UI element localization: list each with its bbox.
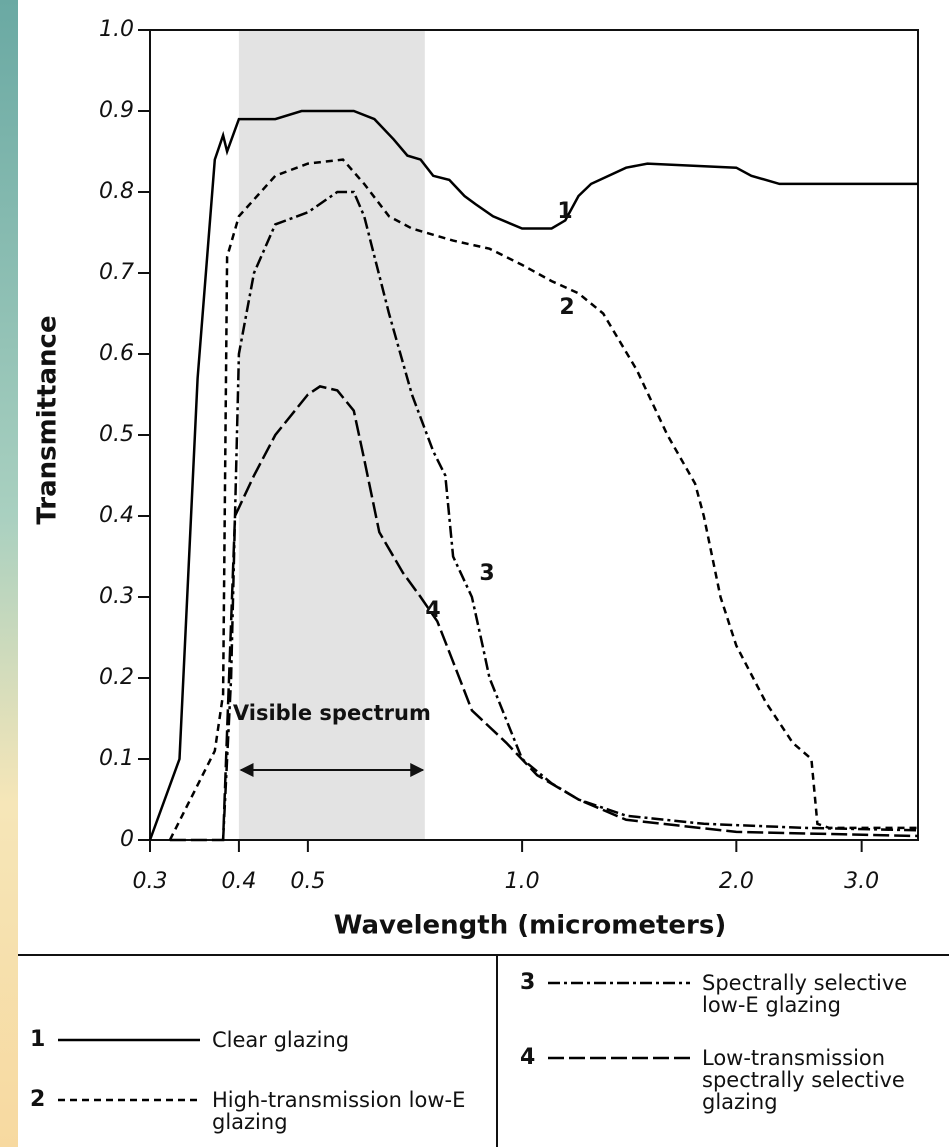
x-tick-label: 0.5: [290, 869, 325, 894]
x-tick-label: 1.0: [505, 869, 540, 894]
legend-label: Clear glazing: [212, 1028, 350, 1052]
y-tick-label: 0.5: [99, 422, 134, 447]
x-tick-label: 0.4: [221, 869, 256, 894]
legend-label: High-transmission low-E glazing: [212, 1088, 466, 1134]
y-tick-label: 0.1: [99, 746, 134, 771]
curve-label: 2: [559, 295, 574, 320]
curve-label: 3: [479, 561, 494, 586]
curve-label: 4: [425, 598, 440, 623]
y-tick-label: 1.0: [99, 17, 134, 42]
legend-label: Low-transmission spectrally selective gl…: [702, 1046, 905, 1114]
legend-number: 4: [520, 1045, 536, 1070]
series-line: [148, 109, 918, 841]
y-tick-label: 0.6: [99, 341, 134, 366]
y-tick-label: 0.7: [99, 260, 134, 285]
series-line: [168, 158, 918, 841]
y-tick-label: 0.3: [99, 584, 134, 609]
y-tick-label: 0.8: [99, 179, 134, 204]
legend-number: 2: [30, 1087, 46, 1112]
visible-spectrum-label: Visible spectrum: [232, 701, 431, 725]
x-tick-label: 0.3: [133, 869, 168, 894]
legend-label: Spectrally selective low-E glazing: [702, 971, 908, 1017]
y-tick-label: 0.2: [99, 665, 134, 690]
legend-number: 3: [520, 970, 536, 995]
x-axis-title: Wavelength (micrometers): [334, 911, 727, 941]
y-tick-label: 0: [120, 827, 134, 852]
curve-label: 1: [557, 199, 572, 224]
x-tick-label: 3.0: [844, 869, 879, 894]
legend-number: 1: [30, 1027, 46, 1052]
series-line: [169, 385, 919, 842]
visible-band: [238, 30, 425, 840]
y-tick-label: 0.9: [99, 98, 134, 123]
y-tick-label: 0.4: [99, 503, 134, 528]
y-axis-title: Transmittance: [33, 315, 63, 524]
x-tick-label: 2.0: [719, 869, 754, 894]
